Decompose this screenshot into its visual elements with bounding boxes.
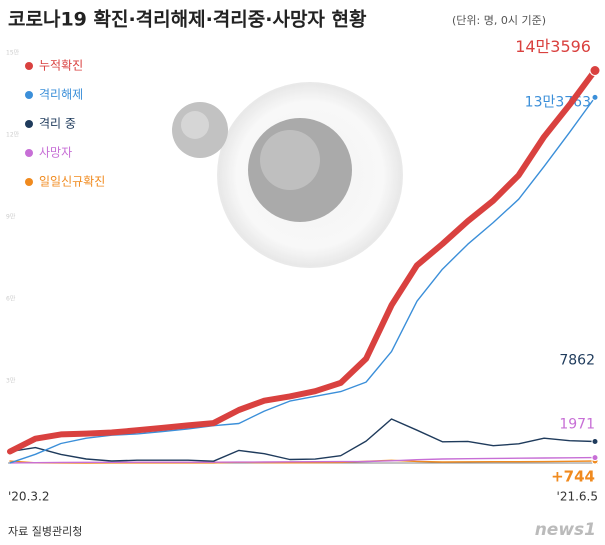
x-tick-label: '20.3.2 [8, 490, 49, 504]
legend-label: 누적확진 [39, 59, 83, 73]
y-tick-label: 6만 [6, 295, 16, 303]
legend-label: 격리 중 [39, 117, 76, 131]
value-label: 13만3763 [525, 94, 591, 110]
legend-label: 격리해제 [39, 88, 83, 102]
watermark: news1 [535, 520, 596, 540]
legend-label: 일일신규확진 [39, 175, 105, 189]
y-tick-label: 12만 [6, 131, 20, 139]
series-line [7, 67, 598, 455]
legend-marker [25, 91, 33, 99]
series-line [9, 456, 596, 464]
end-point [591, 454, 599, 462]
legend-marker [25, 149, 33, 157]
end-point [591, 93, 599, 101]
source: 자료 질병관리청 [8, 525, 82, 538]
virus-illustration [172, 82, 403, 268]
value-label: 14만3596 [515, 37, 591, 56]
y-tick-label: 15만 [6, 49, 20, 57]
value-label: 1971 [559, 417, 595, 433]
legend-marker [25, 62, 33, 70]
y-tick-label: 9만 [6, 213, 16, 221]
value-label: +744 [551, 467, 595, 485]
series-line [9, 96, 596, 464]
value-label: 7862 [559, 353, 595, 369]
chart-title: 코로나19 확진·격리해제·격리중·사망자 현황 [8, 8, 367, 31]
legend-marker [25, 120, 33, 128]
legend-label: 사망자 [39, 146, 72, 160]
series-line [9, 418, 596, 462]
end-point [589, 65, 601, 77]
y-tick-label: 3만 [6, 377, 16, 385]
end-point [591, 438, 599, 446]
x-tick-label: '21.6.5 [557, 490, 598, 504]
subtitle: (단위: 명, 0시 기준) [452, 14, 546, 27]
legend-marker [25, 178, 33, 186]
